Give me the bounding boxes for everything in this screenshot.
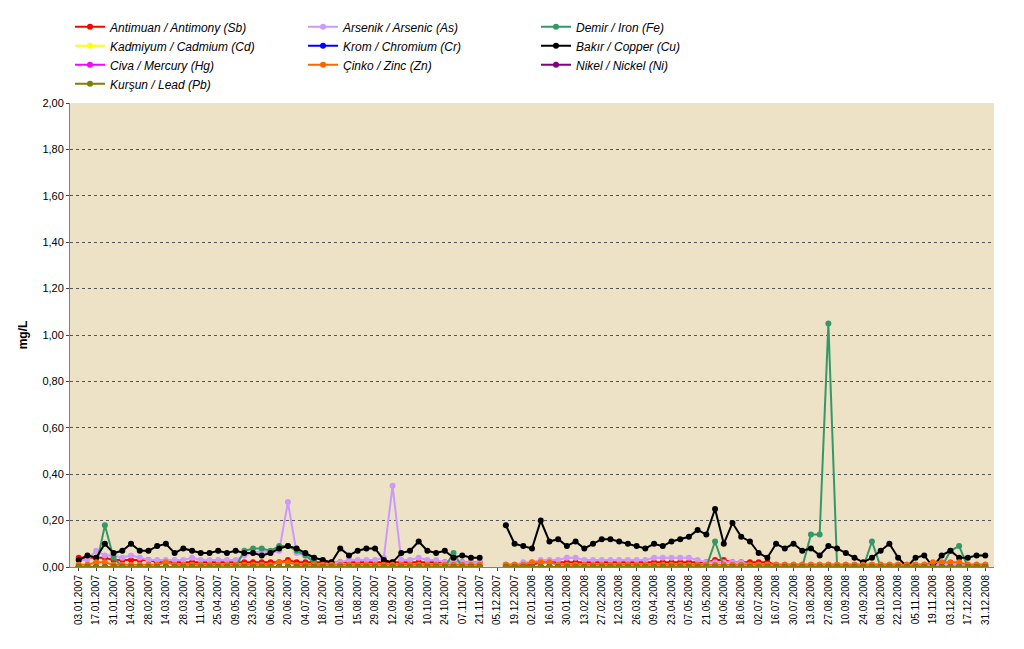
svg-text:07.11.2007: 07.11.2007 xyxy=(457,575,468,625)
svg-text:Civa / Mercury (Hg): Civa / Mercury (Hg) xyxy=(110,59,214,73)
svg-text:17.12.2008: 17.12.2008 xyxy=(962,575,973,625)
svg-text:13.08.2008: 13.08.2008 xyxy=(805,575,816,625)
svg-text:Demir / Iron (Fe): Demir / Iron (Fe) xyxy=(576,21,664,35)
svg-text:08.10.2008: 08.10.2008 xyxy=(875,575,886,625)
svg-text:Krom / Chromium (Cr): Krom / Chromium (Cr) xyxy=(343,40,461,54)
svg-text:09.04.2008: 09.04.2008 xyxy=(648,575,659,625)
svg-text:19.11.2008: 19.11.2008 xyxy=(927,575,938,625)
svg-text:09.05.2007: 09.05.2007 xyxy=(230,575,241,625)
svg-text:04.07.2007: 04.07.2007 xyxy=(300,575,311,625)
svg-text:12.09.2007: 12.09.2007 xyxy=(387,575,398,625)
svg-text:Kurşun / Lead (Pb): Kurşun / Lead (Pb) xyxy=(110,78,211,92)
svg-text:10.09.2008: 10.09.2008 xyxy=(840,575,851,625)
svg-text:11.04.2007: 11.04.2007 xyxy=(195,575,206,625)
svg-text:Arsenik / Arsenic (As): Arsenik / Arsenic (As) xyxy=(342,21,458,35)
svg-text:14.03.2007: 14.03.2007 xyxy=(160,575,171,625)
svg-text:25.04.2007: 25.04.2007 xyxy=(212,575,223,625)
svg-text:16.07.2008: 16.07.2008 xyxy=(770,575,781,625)
svg-text:15.08.2007: 15.08.2007 xyxy=(352,575,363,625)
svg-text:23.05.2007: 23.05.2007 xyxy=(247,575,258,625)
svg-text:1,80: 1,80 xyxy=(42,143,63,155)
svg-text:05.11.2008: 05.11.2008 xyxy=(910,575,921,625)
svg-text:Antimuan / Antimony (Sb): Antimuan / Antimony (Sb) xyxy=(109,21,246,35)
svg-text:2,00: 2,00 xyxy=(42,97,63,109)
svg-text:0,40: 0,40 xyxy=(42,468,63,480)
svg-text:Nikel / Nickel (Ni): Nikel / Nickel (Ni) xyxy=(576,59,668,73)
svg-text:29.08.2007: 29.08.2007 xyxy=(369,575,380,625)
svg-text:17.01.2007: 17.01.2007 xyxy=(90,575,101,625)
svg-text:02.01.2008: 02.01.2008 xyxy=(526,575,537,625)
svg-text:1,00: 1,00 xyxy=(42,329,63,341)
svg-text:10.10.2007: 10.10.2007 xyxy=(422,575,433,625)
svg-text:26.03.2008: 26.03.2008 xyxy=(631,575,642,625)
svg-text:05.12.2007: 05.12.2007 xyxy=(491,575,502,625)
svg-text:26.09.2007: 26.09.2007 xyxy=(404,575,415,625)
svg-text:30.07.2008: 30.07.2008 xyxy=(788,575,799,625)
svg-text:04.06.2008: 04.06.2008 xyxy=(718,575,729,625)
svg-text:13.02.2008: 13.02.2008 xyxy=(579,575,590,625)
svg-text:mg/L: mg/L xyxy=(16,321,30,350)
svg-text:0,60: 0,60 xyxy=(42,422,63,434)
svg-text:1,20: 1,20 xyxy=(42,282,63,294)
svg-text:27.02.2008: 27.02.2008 xyxy=(596,575,607,625)
svg-text:19.12.2007: 19.12.2007 xyxy=(509,575,520,625)
svg-text:0,80: 0,80 xyxy=(42,375,63,387)
svg-text:18.06.2008: 18.06.2008 xyxy=(735,575,746,625)
svg-text:24.09.2008: 24.09.2008 xyxy=(858,575,869,625)
svg-text:0,00: 0,00 xyxy=(42,561,63,573)
svg-text:06.06.2007: 06.06.2007 xyxy=(265,575,276,625)
svg-text:03.12.2008: 03.12.2008 xyxy=(945,575,956,625)
svg-text:23.04.2008: 23.04.2008 xyxy=(666,575,677,625)
svg-text:28.02.2007: 28.02.2007 xyxy=(143,575,154,625)
svg-text:27.08.2008: 27.08.2008 xyxy=(823,575,834,625)
svg-text:31.12.2008: 31.12.2008 xyxy=(980,575,991,625)
svg-text:Bakır / Copper (Cu): Bakır / Copper (Cu) xyxy=(576,40,680,54)
svg-text:21.05.2008: 21.05.2008 xyxy=(701,575,712,625)
svg-text:Çinko / Zinc (Zn): Çinko / Zinc (Zn) xyxy=(343,59,432,73)
svg-text:02.07.2008: 02.07.2008 xyxy=(753,575,764,625)
svg-text:28.03.2007: 28.03.2007 xyxy=(178,575,189,625)
svg-text:20.06.2007: 20.06.2007 xyxy=(282,575,293,625)
svg-text:03.01.2007: 03.01.2007 xyxy=(73,575,84,625)
svg-text:01.08.2007: 01.08.2007 xyxy=(334,575,345,625)
svg-text:14.02.2007: 14.02.2007 xyxy=(125,575,136,625)
svg-text:31.01.2007: 31.01.2007 xyxy=(108,575,119,625)
svg-text:24.10.2007: 24.10.2007 xyxy=(439,575,450,625)
svg-text:12.03.2008: 12.03.2008 xyxy=(613,575,624,625)
svg-text:0,20: 0,20 xyxy=(42,514,63,526)
svg-text:21.11.2007: 21.11.2007 xyxy=(474,575,485,625)
svg-text:22.10.2008: 22.10.2008 xyxy=(892,575,903,625)
svg-text:Kadmiyum / Cadmium (Cd): Kadmiyum / Cadmium (Cd) xyxy=(110,40,255,54)
svg-text:07.05.2008: 07.05.2008 xyxy=(683,575,694,625)
svg-text:1,60: 1,60 xyxy=(42,190,63,202)
svg-text:16.01.2008: 16.01.2008 xyxy=(544,575,555,625)
svg-text:18.07.2007: 18.07.2007 xyxy=(317,575,328,625)
svg-text:1,40: 1,40 xyxy=(42,236,63,248)
svg-text:30.01.2008: 30.01.2008 xyxy=(561,575,572,625)
